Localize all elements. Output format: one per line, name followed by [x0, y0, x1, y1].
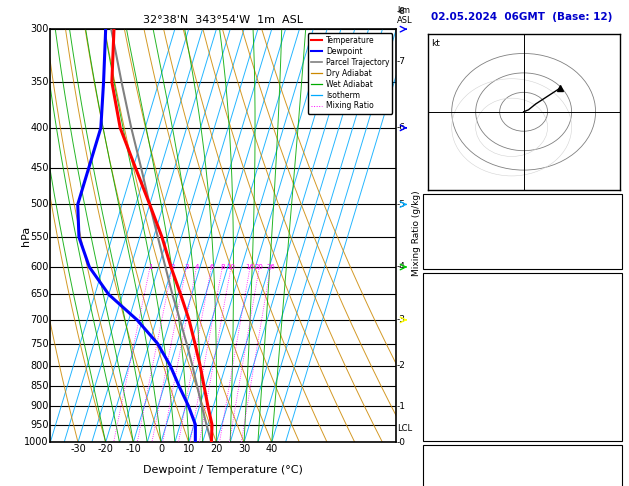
Text: 1000: 1000 — [24, 437, 48, 447]
Text: Temp (°C): Temp (°C) — [430, 307, 471, 316]
Text: 0: 0 — [613, 427, 618, 436]
Text: -5: -5 — [397, 200, 406, 209]
Text: θᴀ(K): θᴀ(K) — [430, 355, 452, 364]
Text: -4: -4 — [397, 262, 406, 272]
Text: -5: -5 — [610, 205, 618, 214]
Text: 35: 35 — [607, 230, 618, 239]
Text: 350: 350 — [30, 77, 48, 87]
Text: 900: 900 — [30, 401, 48, 411]
Text: -10: -10 — [125, 444, 142, 454]
Text: Dewpoint / Temperature (°C): Dewpoint / Temperature (°C) — [143, 465, 303, 475]
Text: 02.05.2024  06GMT  (Base: 12): 02.05.2024 06GMT (Base: 12) — [431, 12, 613, 22]
Text: Totals Totals: Totals Totals — [430, 230, 480, 239]
Text: © weatheronline.co.uk: © weatheronline.co.uk — [476, 468, 572, 477]
Text: 10: 10 — [226, 264, 236, 270]
Text: -1: -1 — [397, 401, 406, 411]
Bar — [423, 194, 621, 269]
Text: -2: -2 — [397, 361, 406, 370]
Text: 1022: 1022 — [597, 480, 618, 486]
Text: 450: 450 — [30, 163, 48, 174]
Text: PW (cm): PW (cm) — [430, 255, 465, 264]
Text: 2: 2 — [170, 264, 175, 270]
Bar — [423, 445, 621, 486]
Text: 16: 16 — [245, 264, 255, 270]
Legend: Temperature, Dewpoint, Parcel Trajectory, Dry Adiabat, Wet Adiabat, Isotherm, Mi: Temperature, Dewpoint, Parcel Trajectory… — [308, 33, 392, 114]
Text: 1: 1 — [148, 264, 152, 270]
Text: 600: 600 — [30, 262, 48, 272]
Text: 8: 8 — [220, 264, 225, 270]
Text: Pressure (mb): Pressure (mb) — [430, 480, 489, 486]
Text: 400: 400 — [30, 123, 48, 133]
Text: -8: -8 — [397, 7, 406, 16]
Text: Mixing Ratio (g/kg): Mixing Ratio (g/kg) — [412, 191, 421, 276]
Text: km
ASL: km ASL — [397, 6, 413, 25]
Text: 300: 300 — [30, 24, 48, 34]
Text: -6: -6 — [397, 123, 406, 132]
Text: 32°38'N  343°54'W  1m  ASL: 32°38'N 343°54'W 1m ASL — [143, 15, 303, 25]
Text: -30: -30 — [70, 444, 86, 454]
Text: 650: 650 — [30, 290, 48, 299]
Text: 4: 4 — [194, 264, 199, 270]
Text: Lifted Index: Lifted Index — [430, 379, 479, 388]
Text: 40: 40 — [265, 444, 278, 454]
Text: 800: 800 — [30, 361, 48, 371]
Text: -20: -20 — [97, 444, 114, 454]
Text: 3: 3 — [184, 264, 189, 270]
Text: 850: 850 — [30, 382, 48, 392]
Text: 314: 314 — [602, 355, 618, 364]
Text: 18.2: 18.2 — [599, 307, 618, 316]
Text: 10: 10 — [182, 444, 195, 454]
Text: 26: 26 — [266, 264, 275, 270]
Text: 700: 700 — [30, 315, 48, 325]
Text: -3: -3 — [397, 315, 406, 324]
Text: hPa: hPa — [21, 226, 31, 246]
Text: 1.55: 1.55 — [599, 255, 618, 264]
Text: CIN (J): CIN (J) — [430, 427, 456, 436]
Text: 750: 750 — [30, 339, 48, 348]
Text: Dewp (°C): Dewp (°C) — [430, 331, 473, 340]
Text: 20: 20 — [210, 444, 223, 454]
Text: Surface: Surface — [506, 281, 541, 290]
Text: 20: 20 — [255, 264, 264, 270]
Text: 6: 6 — [209, 264, 214, 270]
Text: kt: kt — [431, 39, 440, 48]
Text: 8: 8 — [612, 403, 618, 412]
Text: K: K — [430, 205, 435, 214]
Text: CAPE (J): CAPE (J) — [430, 403, 463, 412]
Text: 550: 550 — [30, 232, 48, 242]
Text: 500: 500 — [30, 199, 48, 209]
Text: 12.4: 12.4 — [599, 331, 618, 340]
Text: 950: 950 — [30, 419, 48, 430]
Text: -7: -7 — [397, 57, 406, 67]
Text: -0: -0 — [397, 438, 406, 447]
Bar — [423, 273, 621, 441]
Text: LCL: LCL — [397, 424, 412, 433]
Text: Most Unstable: Most Unstable — [491, 453, 556, 462]
Text: 0: 0 — [158, 444, 164, 454]
Text: 6: 6 — [612, 379, 618, 388]
Text: 30: 30 — [238, 444, 250, 454]
